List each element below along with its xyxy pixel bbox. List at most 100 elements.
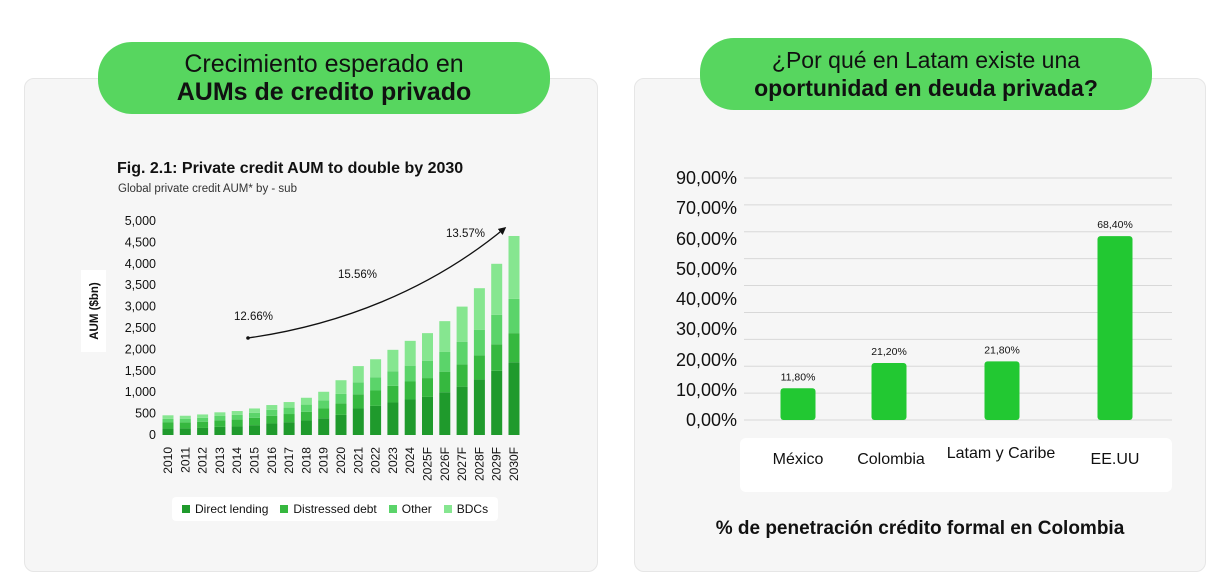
growth-annotation: 15.56% bbox=[338, 269, 377, 281]
bar-segment-direct-lending bbox=[283, 422, 295, 435]
bar-segment-distressed-debt bbox=[179, 422, 191, 429]
y-tick-label: 20,00% bbox=[676, 350, 737, 370]
y-tick-label: 60,00% bbox=[676, 229, 737, 249]
bar-segment-distressed-debt bbox=[439, 371, 451, 393]
legend-item-distressed-debt: Distressed debt bbox=[280, 502, 377, 516]
y-tick-label: 500 bbox=[135, 407, 156, 421]
bar-segment-direct-lending bbox=[473, 379, 485, 435]
x-tick-label: 2028F bbox=[472, 447, 486, 481]
bar-segment-other bbox=[266, 409, 278, 416]
bar-segment-bdcs bbox=[162, 415, 174, 419]
chart-legend: Direct lending Distressed debt Other BDC… bbox=[172, 497, 499, 521]
bar-segment-direct-lending bbox=[214, 426, 226, 435]
bar-segment-bdcs bbox=[179, 415, 191, 419]
data-label: 21,80% bbox=[984, 344, 1020, 356]
bar-segment-other bbox=[439, 351, 451, 372]
bar-latam-y-caribe bbox=[984, 361, 1020, 420]
legend-swatch bbox=[388, 505, 397, 513]
bar-segment-distressed-debt bbox=[249, 417, 260, 426]
bar-segment-direct-lending bbox=[197, 427, 209, 435]
bar-segment-other bbox=[473, 329, 485, 356]
y-tick-label: 10,00% bbox=[676, 380, 737, 400]
x-tick-label: 2027F bbox=[455, 447, 469, 481]
bar-segment-other bbox=[387, 371, 399, 386]
left-headline-pill: Crecimiento esperado en AUMs de credito … bbox=[98, 42, 550, 114]
bar-segment-bdcs bbox=[352, 366, 364, 383]
x-tick-label: 2019 bbox=[317, 447, 331, 474]
y-tick-label: 1,000 bbox=[125, 385, 156, 399]
y-tick-label: 3,500 bbox=[125, 278, 156, 292]
y-tick-label: 0,00% bbox=[686, 410, 737, 430]
bar-segment-distressed-debt bbox=[318, 408, 330, 419]
data-label: 68,40% bbox=[1097, 219, 1133, 231]
bar-segment-distressed-debt bbox=[456, 364, 468, 387]
bar-segment-distressed-debt bbox=[473, 355, 485, 380]
category-label-eeuu: EE.UU bbox=[1090, 451, 1140, 468]
y-tick-label: 70,00% bbox=[676, 198, 737, 218]
right-headline-pill: ¿Por qué en Latam existe una oportunidad… bbox=[700, 38, 1152, 110]
bar-segment-direct-lending bbox=[231, 426, 243, 435]
bar-segment-other bbox=[214, 415, 226, 421]
legend-label: BDCs bbox=[456, 502, 489, 516]
bar-segment-bdcs bbox=[197, 414, 209, 418]
y-tick-label: 4,000 bbox=[125, 257, 156, 271]
bar-segment-other bbox=[179, 418, 191, 423]
category-label-mexico: México bbox=[772, 451, 824, 468]
bar-segment-distressed-debt bbox=[197, 421, 209, 428]
bar-segment-distressed-debt bbox=[162, 422, 174, 429]
data-label: 11,80% bbox=[781, 371, 816, 383]
bar-segment-direct-lending bbox=[266, 423, 278, 435]
bar-segment-distressed-debt bbox=[370, 390, 382, 406]
x-tick-label: 2023 bbox=[386, 447, 400, 474]
x-tick-label: 2025F bbox=[421, 447, 435, 481]
x-tick-label: 2026F bbox=[438, 447, 452, 481]
bar-segment-other bbox=[249, 412, 260, 418]
y-tick-label: 40,00% bbox=[676, 289, 737, 309]
bar-segment-bdcs bbox=[249, 408, 260, 413]
category-label-colombia: Colombia bbox=[857, 451, 925, 468]
y-tick-label: 0 bbox=[149, 428, 156, 442]
bar-ee-uu bbox=[1097, 236, 1133, 420]
x-tick-label: 2029F bbox=[490, 447, 504, 481]
bar-segment-direct-lending bbox=[439, 392, 451, 435]
bar-segment-bdcs bbox=[473, 288, 485, 330]
left-headline-line2: AUMs de credito privado bbox=[176, 78, 472, 106]
x-tick-label: 2017 bbox=[282, 447, 296, 474]
data-label: 21,20% bbox=[871, 346, 907, 358]
x-tick-label: 2030F bbox=[507, 447, 521, 481]
legend-item-direct-lending: Direct lending bbox=[182, 502, 268, 516]
bar-segment-distressed-debt bbox=[352, 394, 364, 409]
bar-segment-direct-lending bbox=[508, 362, 520, 435]
legend-label: Other bbox=[401, 502, 432, 516]
x-tick-label: 2020 bbox=[334, 447, 348, 474]
y-tick-label: 2,500 bbox=[125, 321, 156, 335]
bar-segment-bdcs bbox=[491, 263, 503, 315]
bar-segment-direct-lending bbox=[370, 405, 382, 435]
bar-segment-other bbox=[404, 365, 416, 382]
growth-arrow-start bbox=[246, 336, 250, 340]
bar-segment-bdcs bbox=[283, 402, 295, 408]
chart-title: Fig. 2.1: Private credit AUM to double b… bbox=[117, 160, 464, 177]
bar-segment-direct-lending bbox=[300, 420, 312, 435]
y-tick-label: 90,00% bbox=[676, 168, 737, 188]
growth-annotation: 13.57% bbox=[446, 228, 485, 240]
bar-segment-distressed-debt bbox=[508, 333, 520, 363]
x-tick-label: 2015 bbox=[248, 447, 262, 474]
bar-segment-distressed-debt bbox=[404, 381, 416, 400]
bar-segment-other bbox=[283, 407, 295, 415]
bar-segment-other bbox=[508, 298, 520, 334]
legend-item-bdcs: BDCs bbox=[443, 502, 489, 516]
right-headline-line2: oportunidad en deuda privada? bbox=[754, 75, 1098, 101]
y-axis-label: AUM ($bn) bbox=[89, 282, 101, 340]
bar-segment-bdcs bbox=[318, 391, 330, 401]
bar-segment-distressed-debt bbox=[335, 403, 347, 415]
y-tick-label: 30,00% bbox=[676, 319, 737, 339]
y-tick-label: 2,000 bbox=[125, 342, 156, 356]
bar-segment-bdcs bbox=[335, 380, 347, 394]
bar-segment-other bbox=[162, 418, 174, 423]
bar-segment-other bbox=[231, 414, 243, 420]
bar-segment-bdcs bbox=[387, 349, 399, 372]
x-tick-label: 2011 bbox=[178, 447, 192, 473]
legend-item-other: Other bbox=[388, 502, 432, 516]
